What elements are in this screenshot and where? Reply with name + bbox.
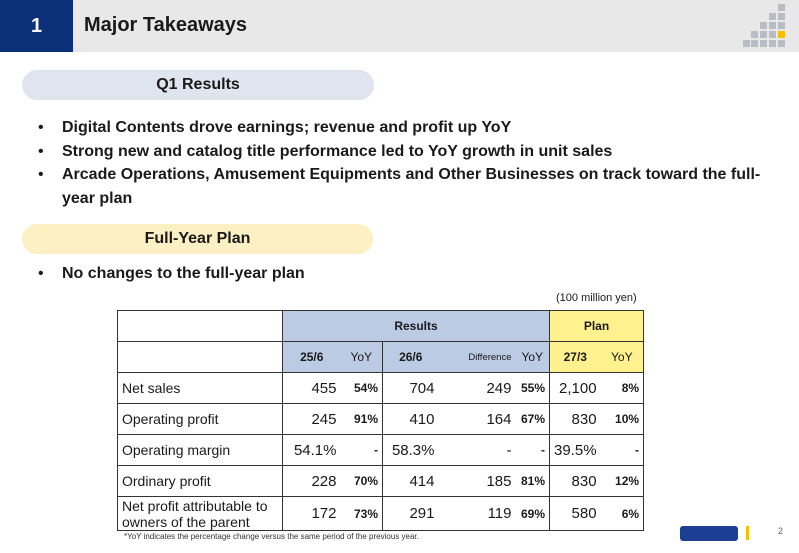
row-label: Operating margin bbox=[117, 434, 283, 466]
yoy-cell: 91% bbox=[340, 403, 383, 435]
table-row: Ordinary profit 228 70% 414 185 81% 830 … bbox=[117, 465, 645, 497]
plan-header: Plan bbox=[548, 310, 645, 342]
list-item: • Arcade Operations, Amusement Equipments… bbox=[38, 163, 768, 210]
yoy-cell: 81% bbox=[515, 465, 550, 497]
yoy-cell: 69% bbox=[515, 496, 550, 531]
difference-cell: 164 bbox=[438, 403, 516, 435]
yoy-cell: - bbox=[515, 434, 550, 466]
yoy-cell: 12% bbox=[600, 465, 645, 497]
row-label: Net sales bbox=[117, 372, 283, 404]
value-cell: 54.1% bbox=[282, 434, 341, 466]
group-header-row: Results Plan bbox=[117, 310, 645, 342]
slide-header: 1 Major Takeaways bbox=[0, 0, 799, 52]
footnote: *YoY indicates the percentage change ver… bbox=[124, 532, 419, 541]
yoy-header: YoY bbox=[600, 341, 645, 373]
list-item: • No changes to the full-year plan bbox=[38, 262, 638, 286]
unit-label: (100 million yen) bbox=[556, 292, 637, 304]
full-year-plan-label: Full-Year Plan bbox=[22, 224, 373, 254]
yoy-cell: 6% bbox=[600, 496, 645, 531]
bullet-text: Arcade Operations, Amusement Equipments … bbox=[62, 166, 761, 207]
row-label: Operating profit bbox=[117, 403, 283, 435]
corner-cell bbox=[117, 310, 283, 342]
value-cell: 580 bbox=[548, 496, 601, 531]
yoy-cell: - bbox=[600, 434, 645, 466]
difference-header: Difference bbox=[438, 341, 516, 373]
value-cell: 2,100 bbox=[548, 372, 601, 404]
decorative-dots-icon bbox=[743, 4, 785, 48]
table-row: Operating margin 54.1% - 58.3% - - 39.5%… bbox=[117, 434, 645, 466]
period-header: 27/3 bbox=[548, 341, 601, 373]
bullet-text: No changes to the full-year plan bbox=[62, 265, 305, 282]
period-header-row: 25/6 YoY 26/6 Difference YoY 27/3 YoY bbox=[117, 341, 645, 373]
value-cell: 410 bbox=[382, 403, 439, 435]
bullet-icon: • bbox=[38, 265, 44, 282]
value-cell: 58.3% bbox=[382, 434, 439, 466]
section-number: 1 bbox=[0, 0, 73, 52]
value-cell: 455 bbox=[282, 372, 341, 404]
yoy-cell: 70% bbox=[340, 465, 383, 497]
q1-bullet-list: • Digital Contents drove earnings; revenu… bbox=[38, 116, 768, 210]
table-row: Operating profit 245 91% 410 164 67% 830… bbox=[117, 403, 645, 435]
difference-cell: 249 bbox=[438, 372, 516, 404]
yoy-header: YoY bbox=[340, 341, 383, 373]
row-label: Ordinary profit bbox=[117, 465, 283, 497]
capcom-logo bbox=[680, 526, 738, 541]
period-header: 26/6 bbox=[382, 341, 439, 373]
difference-cell: 185 bbox=[438, 465, 516, 497]
corner-cell bbox=[117, 341, 283, 373]
yoy-cell: 10% bbox=[600, 403, 645, 435]
bullet-text: Strong new and catalog title performance… bbox=[62, 142, 613, 160]
bullet-icon: • bbox=[38, 142, 44, 160]
value-cell: 830 bbox=[548, 465, 601, 497]
value-cell: 228 bbox=[282, 465, 341, 497]
yoy-cell: - bbox=[340, 434, 383, 466]
difference-cell: - bbox=[438, 434, 516, 466]
page-title: Major Takeaways bbox=[84, 14, 248, 36]
fy-bullet-list: • No changes to the full-year plan bbox=[38, 262, 638, 286]
list-item: • Strong new and catalog title performanc… bbox=[38, 140, 768, 164]
yoy-cell: 54% bbox=[340, 372, 383, 404]
page-number: 2 bbox=[778, 526, 784, 536]
yoy-cell: 67% bbox=[515, 403, 550, 435]
period-header: 25/6 bbox=[282, 341, 341, 373]
q1-results-label: Q1 Results bbox=[22, 70, 374, 100]
value-cell: 291 bbox=[382, 496, 439, 531]
bullet-icon: • bbox=[38, 119, 44, 136]
table-row: Net sales 455 54% 704 249 55% 2,100 8% bbox=[117, 372, 645, 404]
difference-cell: 119 bbox=[438, 496, 516, 531]
yoy-cell: 55% bbox=[515, 372, 550, 404]
value-cell: 39.5% bbox=[548, 434, 601, 466]
results-header: Results bbox=[282, 310, 550, 342]
logo-accent-bar bbox=[746, 526, 749, 540]
financial-table: Results Plan 25/6 YoY 26/6 Difference Yo… bbox=[117, 310, 645, 531]
value-cell: 245 bbox=[282, 403, 341, 435]
value-cell: 830 bbox=[548, 403, 601, 435]
bullet-text: Digital Contents drove earnings; revenue… bbox=[62, 119, 512, 136]
yoy-cell: 73% bbox=[340, 496, 383, 531]
value-cell: 414 bbox=[382, 465, 439, 497]
row-label: Net profit attributable to owners of the… bbox=[117, 496, 283, 531]
value-cell: 704 bbox=[382, 372, 439, 404]
yoy-cell: 8% bbox=[600, 372, 645, 404]
yoy-header: YoY bbox=[515, 341, 550, 373]
list-item: • Digital Contents drove earnings; revenu… bbox=[38, 116, 768, 140]
table-row: Net profit attributable to owners of the… bbox=[117, 496, 645, 531]
value-cell: 172 bbox=[282, 496, 341, 531]
bullet-icon: • bbox=[38, 166, 44, 183]
